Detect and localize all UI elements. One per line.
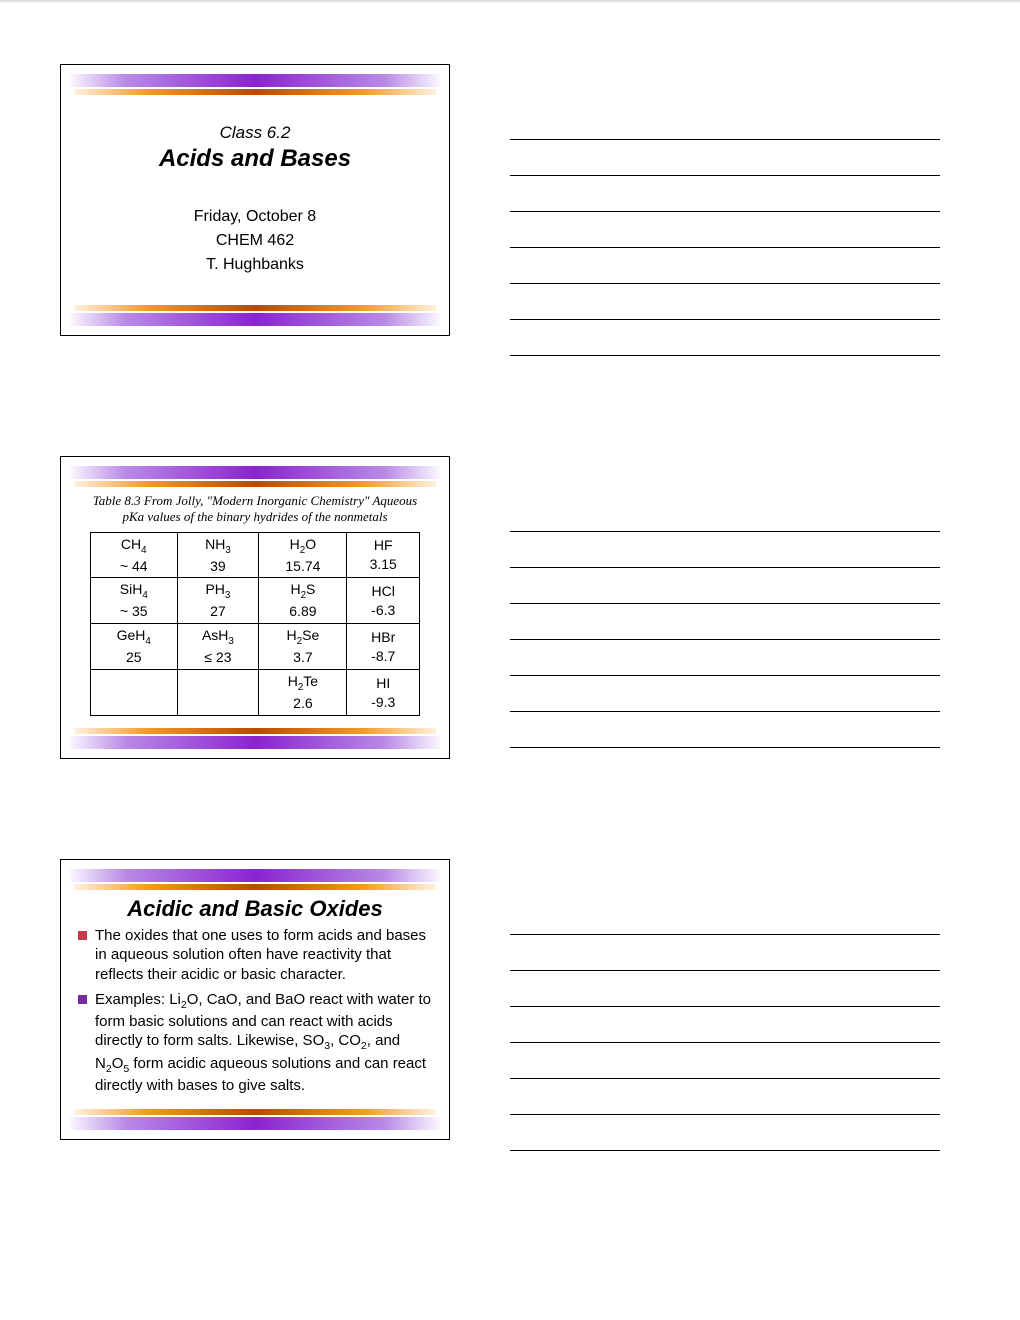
bullet-square-icon [78, 995, 87, 1004]
note-line [510, 676, 940, 712]
bullet-2-text: Examples: Li2O, CaO, and BaO react with … [95, 990, 432, 1096]
note-line [510, 712, 940, 748]
notes-3 [510, 859, 940, 1151]
table-cell: HI-9.3 [347, 670, 420, 716]
slide-1: Class 6.2 Acids and Bases Friday, Octobe… [60, 64, 450, 336]
note-line [510, 284, 940, 320]
stripe-purple-bottom [70, 1117, 440, 1130]
slide-1-class: Class 6.2 [220, 123, 291, 143]
stripe-purple-top [70, 869, 440, 882]
row-1: Class 6.2 Acids and Bases Friday, Octobe… [60, 64, 960, 356]
notes-1 [510, 64, 940, 356]
b2-p5: O [112, 1055, 124, 1072]
note-line [510, 640, 940, 676]
table-cell [177, 670, 259, 716]
stripe-orange-bottom [74, 1109, 436, 1115]
table-cell: HCl-6.3 [347, 578, 420, 624]
bullet-square-icon [78, 931, 87, 940]
table-row: GeH425AsH3≤ 23H2Se3.7HBr-8.7 [91, 624, 420, 670]
slide-1-date: Friday, October 8 [194, 205, 316, 229]
slide-1-title: Acids and Bases [159, 145, 351, 173]
note-line [510, 496, 940, 532]
bullet-2: Examples: Li2O, CaO, and BaO react with … [78, 990, 432, 1096]
table-cell [91, 670, 178, 716]
table-cell: H2S6.89 [259, 578, 347, 624]
stripe-orange-bottom [74, 305, 436, 311]
note-line [510, 899, 940, 935]
b2-p1: Examples: Li [95, 991, 181, 1008]
table-row: H2Te2.6HI-9.3 [91, 670, 420, 716]
slide-3: Acidic and Basic Oxides The oxides that … [60, 859, 450, 1140]
note-line [510, 568, 940, 604]
row-2: Table 8.3 From Jolly, "Modern Inorganic … [60, 456, 960, 759]
stripe-purple-bottom [70, 313, 440, 326]
caption-line-1: Table 8.3 From Jolly, "Modern Inorganic … [93, 493, 417, 508]
slide-3-body: Acidic and Basic Oxides The oxides that … [64, 890, 446, 1109]
table-cell: NH339 [177, 532, 259, 578]
note-line [510, 1115, 940, 1151]
note-line [510, 971, 940, 1007]
table-cell: HF3.15 [347, 532, 420, 578]
notes-2 [510, 456, 940, 748]
note-line [510, 1007, 940, 1043]
table-cell: CH4~ 44 [91, 532, 178, 578]
note-line [510, 104, 940, 140]
pka-table: CH4~ 44NH339H2O15.74HF3.15SiH4~ 35PH327H… [90, 532, 420, 717]
table-row: CH4~ 44NH339H2O15.74HF3.15 [91, 532, 420, 578]
caption-line-2: pKa values of the binary hydrides of the… [122, 509, 387, 524]
page-content: Class 6.2 Acids and Bases Friday, Octobe… [0, 4, 1020, 1151]
table-cell: PH327 [177, 578, 259, 624]
note-line [510, 212, 940, 248]
note-line [510, 140, 940, 176]
slide-2: Table 8.3 From Jolly, "Modern Inorganic … [60, 456, 450, 759]
table-caption: Table 8.3 From Jolly, "Modern Inorganic … [74, 493, 436, 526]
b2-p3: , CO [330, 1032, 361, 1049]
slide-1-course: CHEM 462 [216, 229, 294, 253]
slide-1-instructor: T. Hughbanks [206, 253, 304, 277]
note-line [510, 248, 940, 284]
note-line [510, 604, 940, 640]
note-line [510, 320, 940, 356]
bullet-1-text: The oxides that one uses to form acids a… [95, 926, 432, 984]
note-line [510, 1043, 940, 1079]
note-line [510, 532, 940, 568]
table-cell: HBr-8.7 [347, 624, 420, 670]
slide-3-title: Acidic and Basic Oxides [78, 896, 432, 922]
table-cell: SiH4~ 35 [91, 578, 178, 624]
table-cell: H2Se3.7 [259, 624, 347, 670]
note-line [510, 935, 940, 971]
note-line [510, 176, 940, 212]
bullet-1: The oxides that one uses to form acids a… [78, 926, 432, 984]
table-cell: AsH3≤ 23 [177, 624, 259, 670]
table-cell: H2Te2.6 [259, 670, 347, 716]
note-line [510, 1079, 940, 1115]
table-row: SiH4~ 35PH327H2S6.89HCl-6.3 [91, 578, 420, 624]
slide-2-body: Table 8.3 From Jolly, "Modern Inorganic … [64, 487, 446, 728]
b2-p6: form acidic aqueous solutions and can re… [95, 1055, 426, 1094]
stripe-purple-top [70, 466, 440, 479]
slide-1-body: Class 6.2 Acids and Bases Friday, Octobe… [64, 95, 446, 305]
stripe-orange-bottom [74, 728, 436, 734]
stripe-purple-top [70, 74, 440, 87]
stripe-purple-bottom [70, 736, 440, 749]
table-cell: GeH425 [91, 624, 178, 670]
table-cell: H2O15.74 [259, 532, 347, 578]
row-3: Acidic and Basic Oxides The oxides that … [60, 859, 960, 1151]
